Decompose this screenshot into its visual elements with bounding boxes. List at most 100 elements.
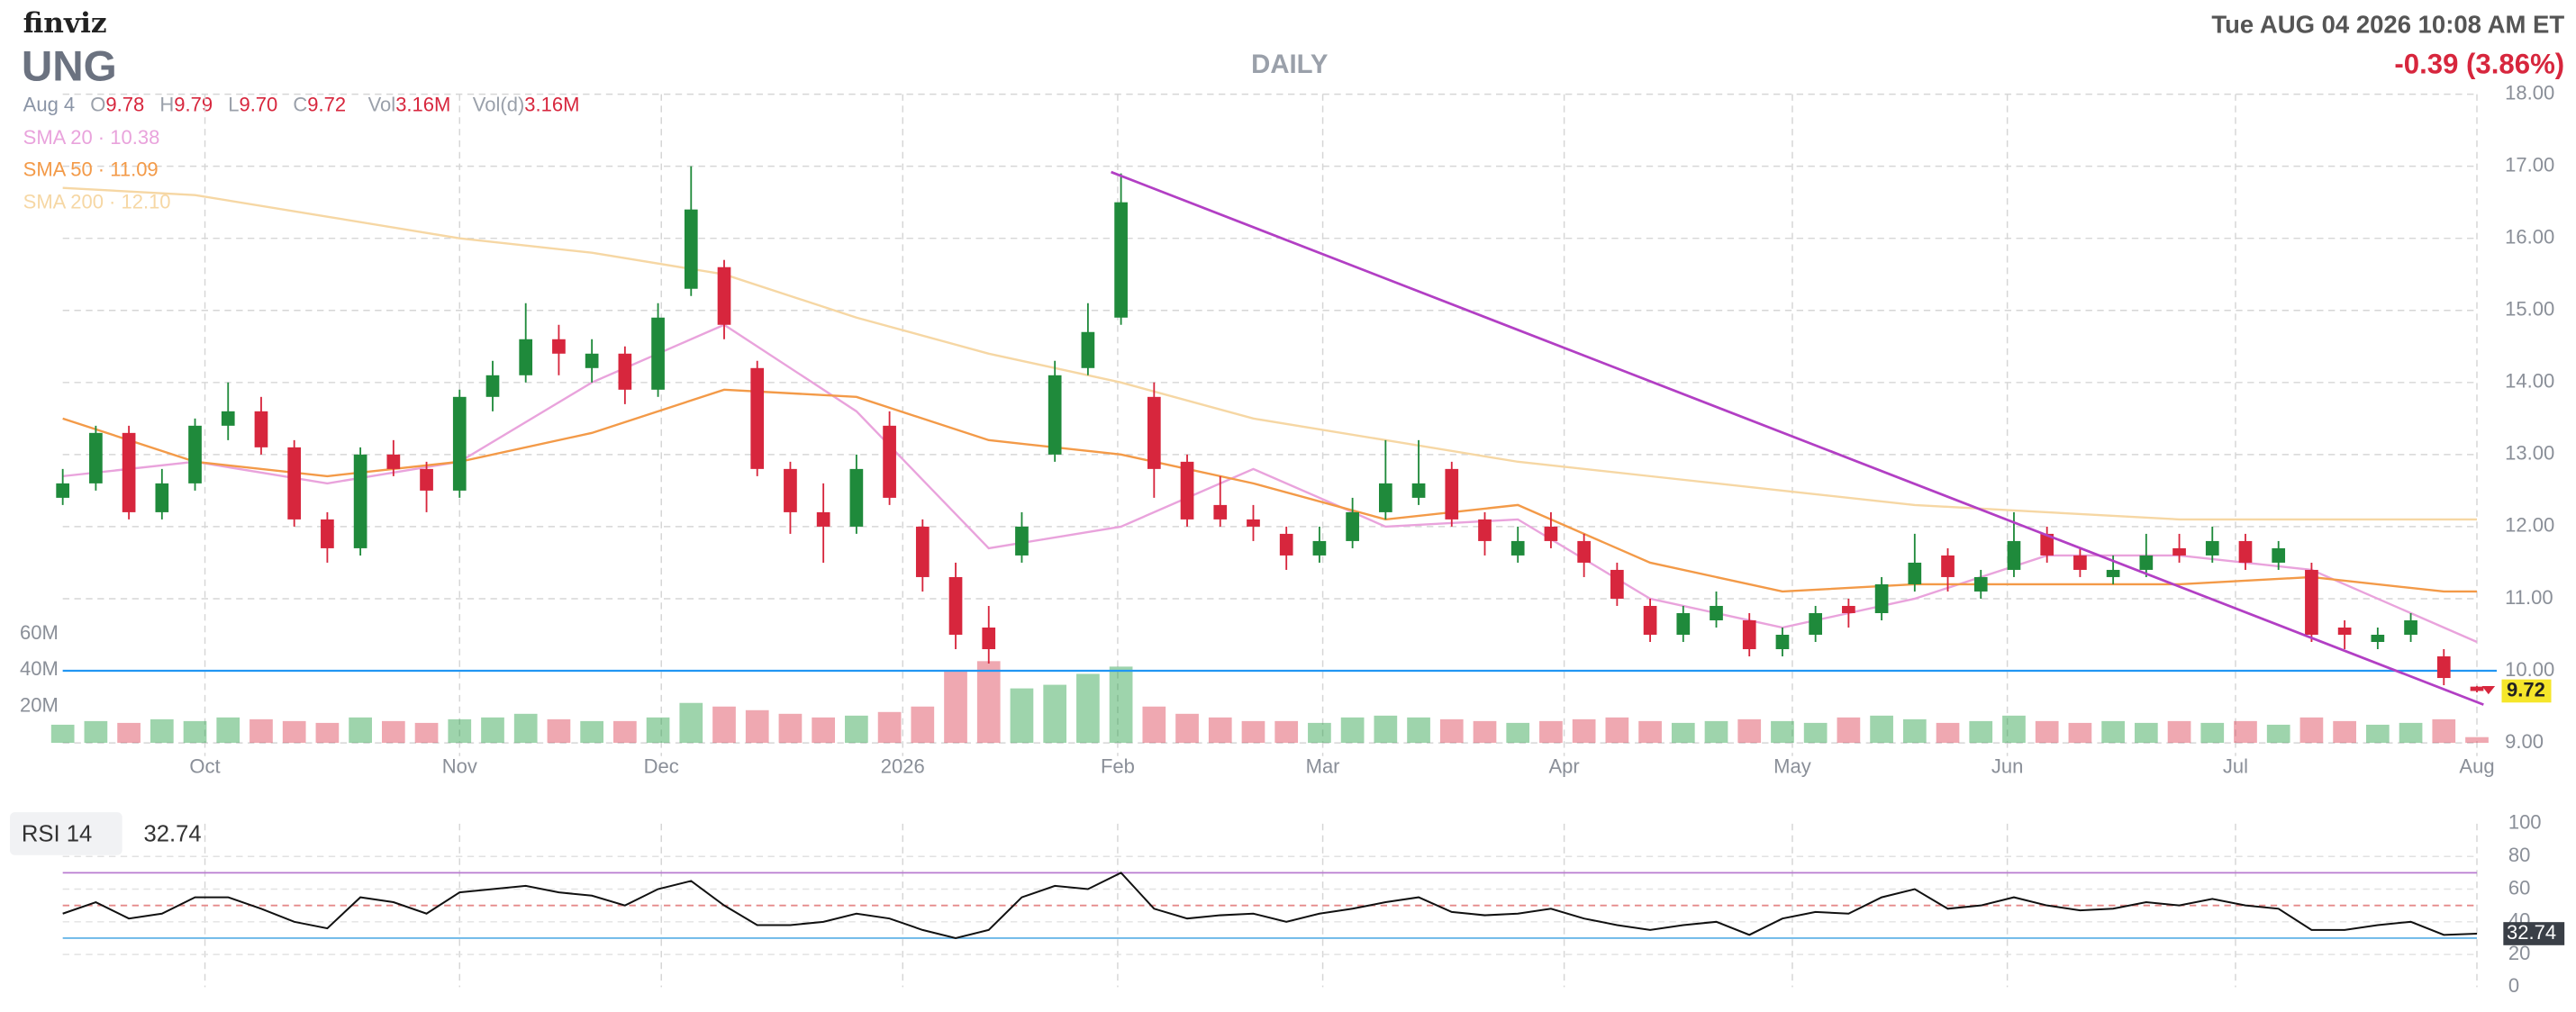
volume-bar (976, 661, 1001, 744)
volume-bar (249, 718, 273, 744)
y-tick-label: 11.00 (2505, 586, 2553, 609)
price-change: -0.39 (3.86%) (2394, 49, 2564, 80)
candle-body (122, 432, 136, 512)
candle-body (2305, 569, 2318, 635)
volume-bar (513, 713, 538, 744)
y-tick-label: 18.00 (2505, 81, 2554, 104)
volume-bar (1010, 688, 1034, 744)
volume-bar (547, 718, 571, 744)
candle-body (1643, 605, 1657, 635)
sma-legend: SMA 20 · 10.38 (23, 126, 160, 149)
volume-bar (1109, 666, 1133, 744)
candle-body (89, 432, 103, 483)
x-tick-label: May (1773, 754, 1811, 777)
rsi-tick-label: 20 (2508, 942, 2530, 964)
candle-body (1908, 562, 1922, 584)
candle-body (1973, 576, 1988, 592)
candle-body (1048, 375, 1062, 455)
candle-body (618, 353, 632, 390)
volume-bar (349, 717, 372, 744)
volume-bar (2167, 720, 2191, 744)
volume-bar (845, 715, 868, 744)
sma-line (62, 186, 2477, 521)
volume-bar (877, 711, 902, 744)
ticker: UNG (22, 43, 117, 91)
volume-bar (1407, 717, 1430, 744)
volume-bar (1308, 722, 1331, 744)
volume-bar (117, 722, 141, 744)
volume-bar (1241, 720, 1265, 744)
volume-bar (448, 718, 472, 744)
legend-label: Vol(d) (473, 93, 524, 115)
volume-bar (1969, 720, 1993, 744)
volume-bar (50, 724, 75, 744)
volume-bar (1340, 717, 1365, 744)
volume-bar (2200, 722, 2225, 744)
candle-body (1710, 605, 1723, 620)
candle-body (2238, 540, 2253, 563)
candle-body (2073, 555, 2087, 570)
legend-value: 9.72 (307, 93, 346, 115)
y-tick-label: 15.00 (2505, 298, 2554, 321)
candle-body (56, 483, 70, 498)
y-tick-label: 13.00 (2505, 442, 2554, 465)
candle-body (321, 519, 334, 548)
candle-body (1775, 635, 1790, 650)
volume-bar (646, 717, 670, 744)
volume-bar (745, 709, 769, 744)
volume-bar (1572, 718, 1596, 744)
candle-body (1610, 569, 1624, 599)
volume-bar (1902, 718, 1927, 744)
candle-body (1279, 533, 1293, 556)
y-tick-label: 9.00 (2505, 730, 2544, 753)
volume-bar (2299, 717, 2324, 744)
candle-body (2337, 627, 2352, 635)
candle-body (1478, 519, 1492, 541)
volume-bar (1439, 718, 1464, 744)
candle-body (188, 425, 202, 483)
candle-body (1346, 511, 1359, 541)
candle-body (816, 511, 830, 527)
y-tick-label: 16.00 (2505, 226, 2554, 248)
rsi-tick-label: 60 (2508, 876, 2530, 899)
candle-body (2139, 555, 2154, 570)
volume-bar (679, 702, 703, 744)
legend-label: H (159, 93, 174, 115)
candle-body (485, 375, 500, 397)
volume-bar (2002, 715, 2026, 744)
candle-body (2007, 540, 2021, 570)
x-tick-label: Oct (189, 754, 220, 777)
ohlc-legend: Aug 4 O9.78 H9.79 L9.70 C9.72 Vol3.16M V… (23, 93, 580, 115)
volume-bar (1704, 720, 1728, 744)
candle-body (221, 411, 235, 426)
volume-bar (1936, 722, 1960, 744)
volume-bar (1605, 717, 1629, 744)
candle-body (1941, 555, 1955, 577)
volume-bar (1737, 718, 1762, 744)
y-tick-label: 17.00 (2505, 153, 2554, 176)
candle-body (287, 447, 302, 520)
candle-body (452, 396, 467, 491)
volume-bar (778, 713, 803, 744)
candle-body (2470, 686, 2484, 691)
volume-bar (2465, 736, 2489, 744)
volume-tick-label: 20M (20, 694, 59, 717)
timeframe: DAILY (1251, 50, 1329, 79)
x-tick-label: Nov (442, 754, 477, 777)
candle-body (750, 367, 765, 469)
volume-bar (2333, 720, 2356, 744)
x-tick-label: Apr (1548, 754, 1579, 777)
candle-body (2040, 533, 2054, 556)
x-tick-label: Jul (2223, 754, 2248, 777)
volume-bar (2101, 720, 2125, 744)
last-price-label: 9.72 (2507, 678, 2545, 700)
volume-bar (812, 717, 836, 744)
candle-body (254, 411, 268, 447)
trendline (1111, 170, 2484, 706)
x-tick-label: Aug (2459, 754, 2494, 777)
candle-body (552, 339, 566, 354)
volume-tick-label: 40M (20, 657, 59, 680)
sma-legend: SMA 50 · 11.09 (23, 158, 159, 181)
x-tick-label: Mar (1306, 754, 1340, 777)
volume-bar (2134, 722, 2158, 744)
